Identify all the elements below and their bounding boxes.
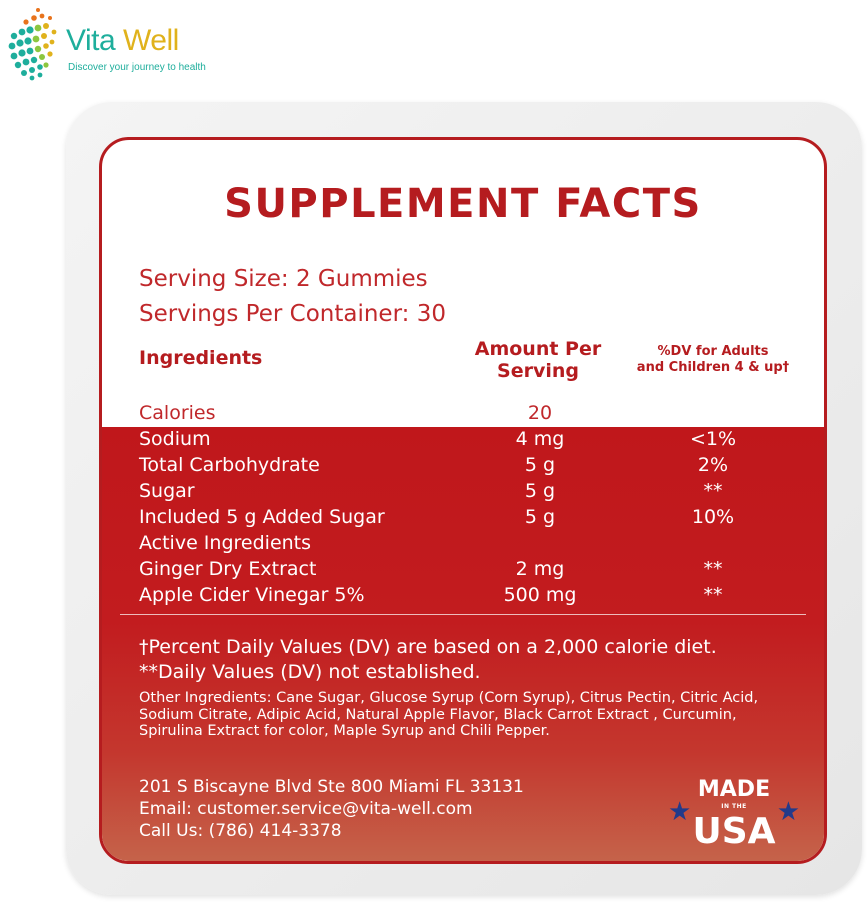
row-amount: 5 g xyxy=(524,454,556,476)
supplement-facts-panel: SUPPLEMENT FACTS Serving Size: 2 Gummies… xyxy=(99,137,827,864)
table-row: Ginger Dry Extract 2 mg ** xyxy=(102,558,824,584)
table-row: Calories 20 xyxy=(102,402,824,428)
other-ingredients: Other Ingredients: Cane Sugar, Glucose S… xyxy=(139,690,759,739)
header-dv-line1: %DV for Adults xyxy=(657,344,769,359)
header-amount-line2: Serving xyxy=(497,360,579,382)
row-amount: 5 g xyxy=(524,480,556,502)
table-row: Included 5 g Added Sugar 5 g 10% xyxy=(102,506,824,532)
row-name: Calories xyxy=(139,402,216,424)
row-dv: 10% xyxy=(691,506,735,528)
table-row: Active Ingredients xyxy=(102,532,824,558)
header-amount: Amount Per Serving xyxy=(468,338,608,382)
table-row: Total Carbohydrate 5 g 2% xyxy=(102,454,824,480)
brand-logo: Vita Well Discover your journey to healt… xyxy=(4,4,224,84)
row-name: Total Carbohydrate xyxy=(139,454,320,476)
header-dv-line2: and Children 4 & up† xyxy=(636,360,790,375)
row-amount: 2 mg xyxy=(515,558,565,580)
header-amount-line1: Amount Per xyxy=(474,338,602,360)
badge-made: MADE xyxy=(697,777,771,802)
made-in-usa-badge: MADE IN THE USA ★ ★ xyxy=(664,777,804,857)
serving-size: Serving Size: 2 Gummies xyxy=(139,266,428,292)
red-section xyxy=(102,427,824,861)
row-name: Active Ingredients xyxy=(139,532,312,554)
row-dv: ** xyxy=(703,480,723,502)
table-row: Sodium 4 mg <1% xyxy=(102,428,824,454)
row-amount: 500 mg xyxy=(503,584,577,606)
row-amount: 4 mg xyxy=(515,428,565,450)
company-email: Email: customer.service@vita-well.com xyxy=(139,799,473,819)
brand-tagline: Discover your journey to health xyxy=(68,62,206,73)
badge-country: USA xyxy=(692,811,776,852)
row-name: Sodium xyxy=(139,428,211,450)
row-dv: <1% xyxy=(689,428,737,450)
section-divider xyxy=(120,614,806,615)
company-phone: Call Us: (786) 414-3378 xyxy=(139,821,342,841)
row-amount: 20 xyxy=(527,402,553,424)
star-icon: ★ xyxy=(776,797,800,827)
company-address: 201 S Biscayne Blvd Ste 800 Miami FL 331… xyxy=(139,777,524,797)
footnote-not-established: **Daily Values (DV) not established. xyxy=(139,661,481,683)
row-amount: 5 g xyxy=(524,506,556,528)
star-icon: ★ xyxy=(668,797,692,827)
table-row: Apple Cider Vinegar 5% 500 mg ** xyxy=(102,584,824,610)
header-daily-value: %DV for Adults and Children 4 & up† xyxy=(624,344,802,376)
badge-in-the: IN THE xyxy=(721,803,747,810)
row-dv: ** xyxy=(703,558,723,580)
brand-name: Vita Well xyxy=(66,24,179,57)
table-row: Sugar 5 g ** xyxy=(102,480,824,506)
row-name: Ginger Dry Extract xyxy=(139,558,317,580)
footnote-daily-value: †Percent Daily Values (DV) are based on … xyxy=(139,636,717,658)
header-ingredients: Ingredients xyxy=(139,347,263,369)
panel-title: SUPPLEMENT FACTS xyxy=(224,181,702,227)
dots-leaf-icon xyxy=(8,8,57,81)
row-dv: ** xyxy=(703,584,723,606)
row-name: Apple Cider Vinegar 5% xyxy=(139,584,365,606)
servings-per-container: Servings Per Container: 30 xyxy=(139,301,446,327)
row-name: Included 5 g Added Sugar xyxy=(139,506,385,528)
row-dv: 2% xyxy=(697,454,729,476)
row-name: Sugar xyxy=(139,480,195,502)
